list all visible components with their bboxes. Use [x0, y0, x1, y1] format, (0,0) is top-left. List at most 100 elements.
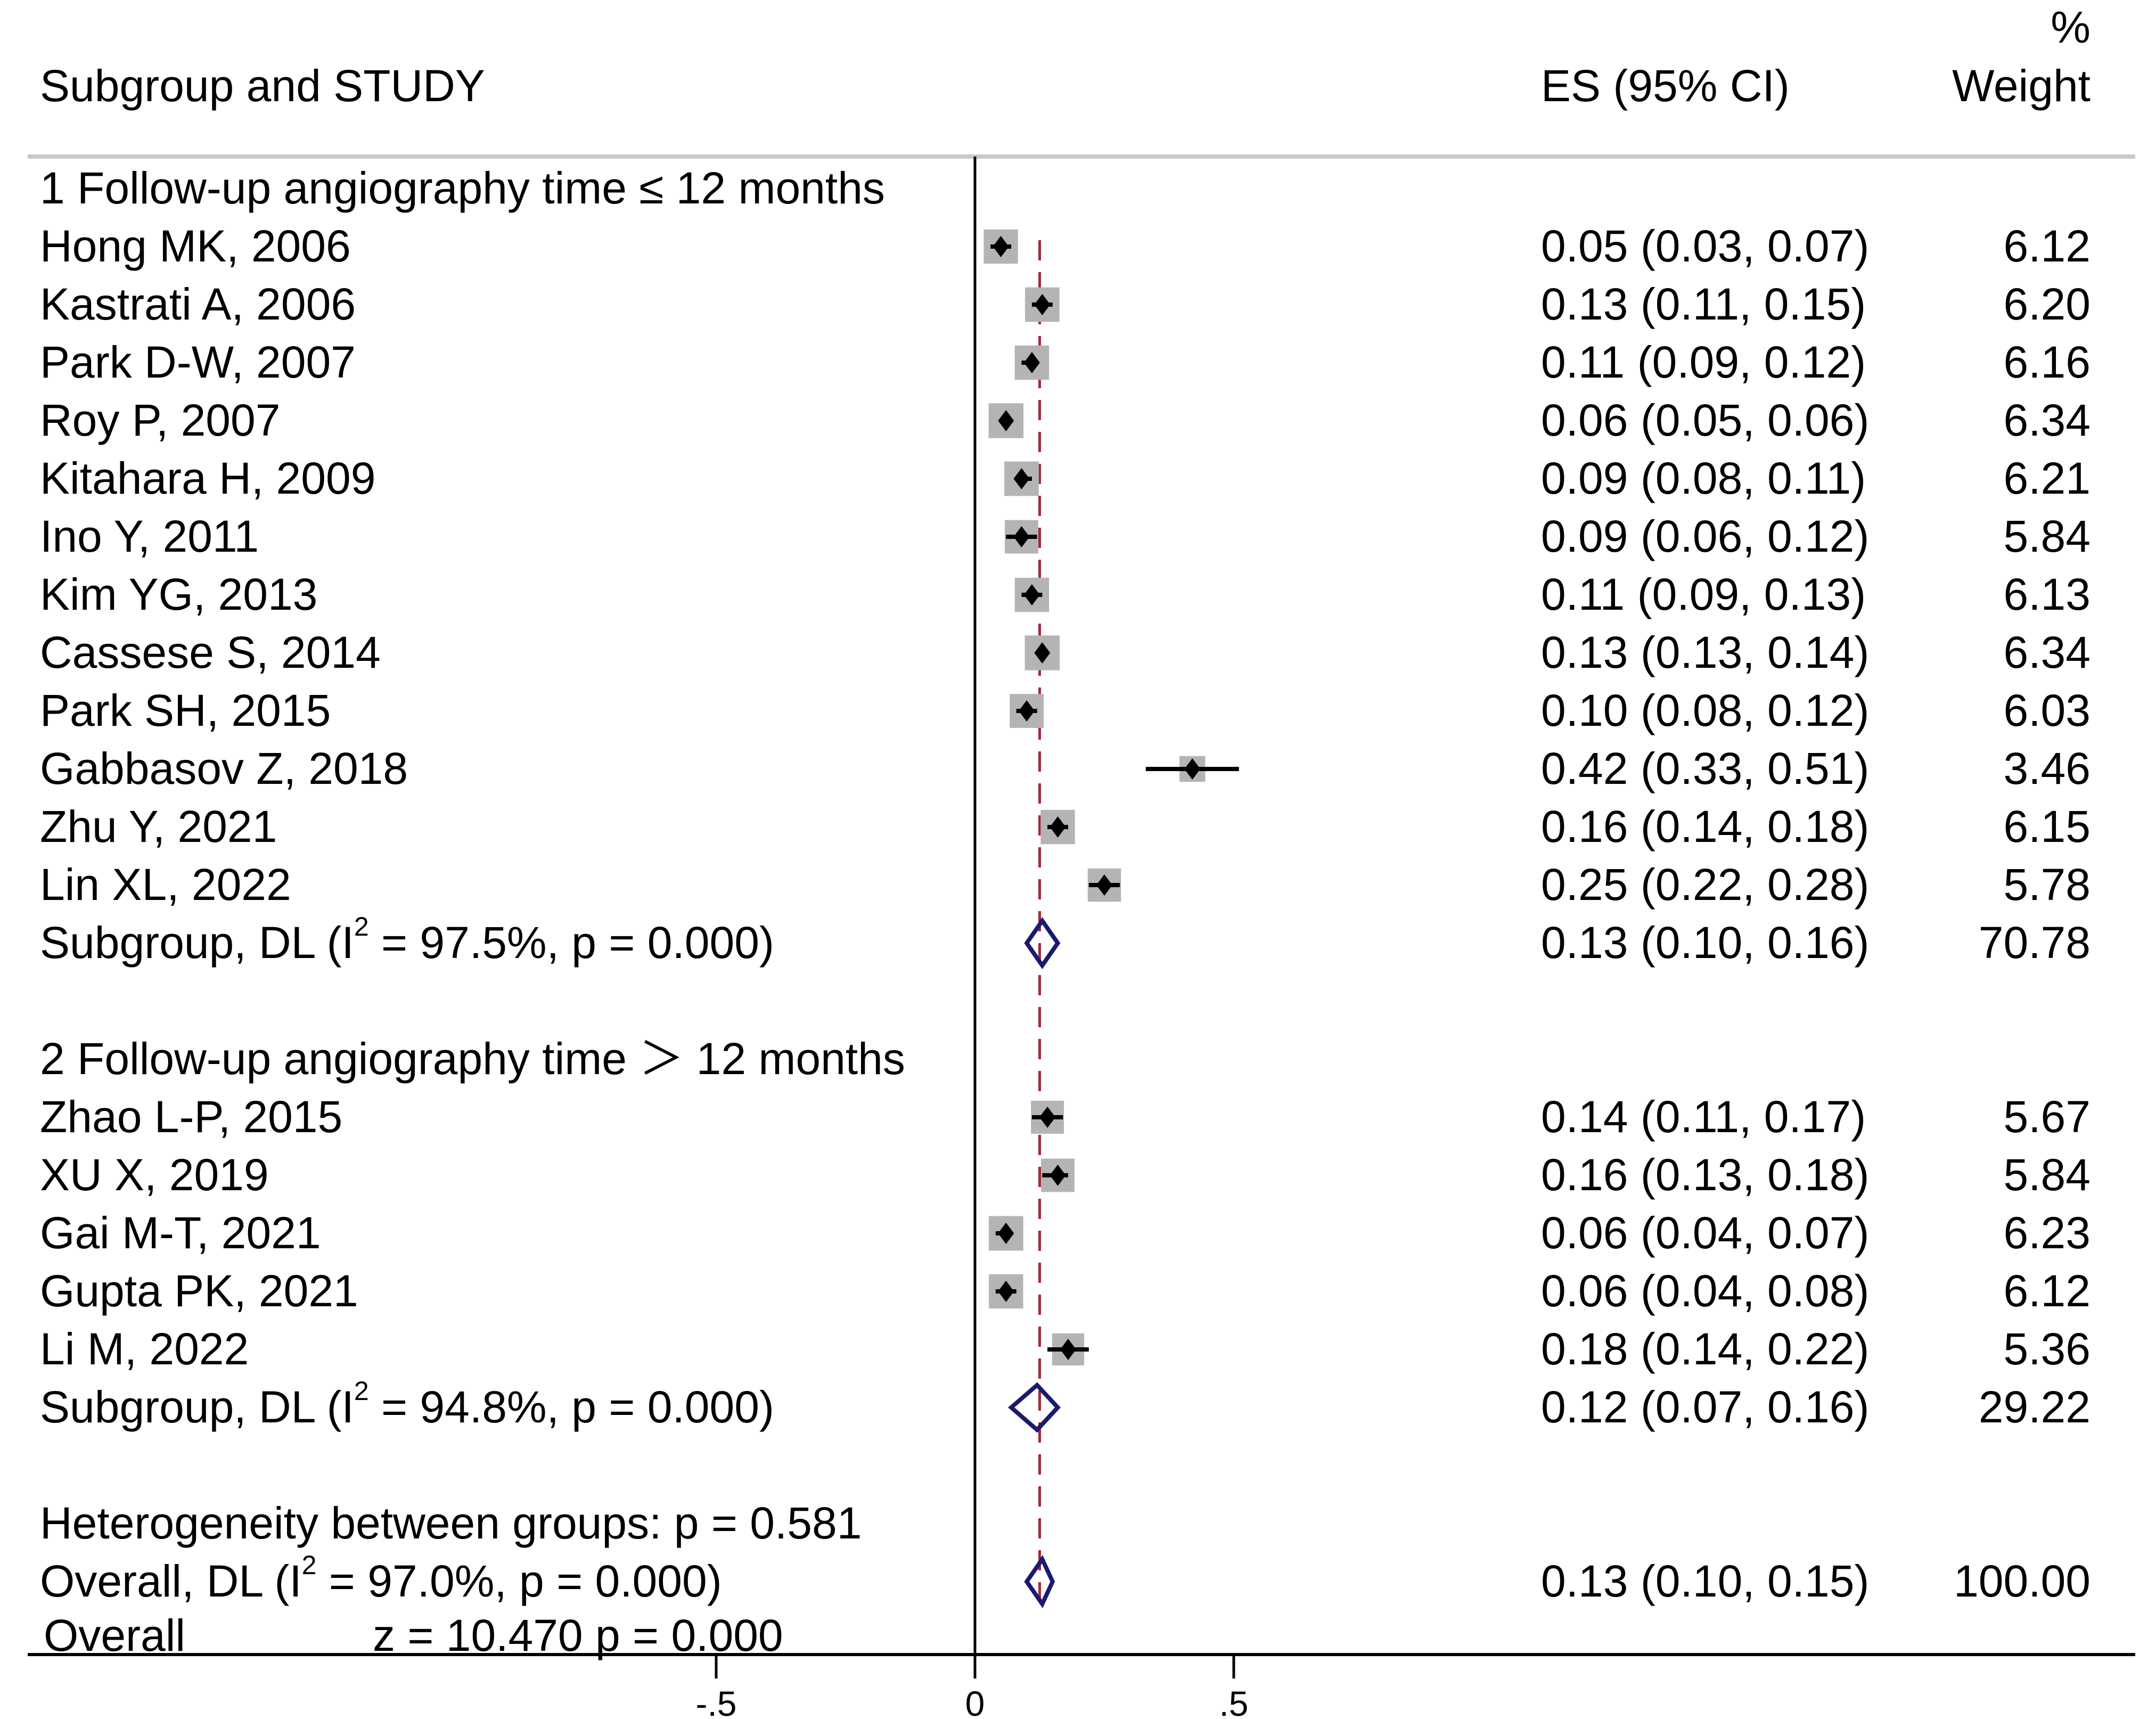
- study-weight: 6.34: [2004, 627, 2091, 677]
- study-weight: 5.67: [2004, 1092, 2091, 1142]
- subtotal-diamond: [1024, 916, 1061, 970]
- point-estimate: [998, 410, 1014, 431]
- study-weight: 6.12: [2004, 1266, 2091, 1316]
- study-label: Park D-W, 2007: [40, 337, 356, 387]
- point-estimate: [1050, 816, 1066, 838]
- study-label: XU X, 2019: [40, 1150, 269, 1200]
- point-estimate: [1019, 700, 1035, 722]
- study-weight: 6.13: [2004, 569, 2091, 619]
- study-marker: [1145, 756, 1239, 782]
- study-marker: [1024, 635, 1060, 670]
- point-estimate: [993, 236, 1009, 257]
- point-estimate: [1023, 352, 1040, 373]
- subgroup-summary-label: Subgroup, DL (I2 = 97.5%, p = 0.000): [40, 912, 774, 968]
- study-marker: [988, 1216, 1023, 1251]
- point-estimate: [1184, 758, 1201, 780]
- study-weight: 6.23: [2004, 1208, 2091, 1258]
- overall-weight: 100.00: [1954, 1556, 2091, 1606]
- header-es: ES (95% CI): [1541, 61, 1790, 111]
- study-marker: [1014, 345, 1050, 380]
- subgroup-title: 2 Follow-up angiography time ＞ 12 months: [40, 1034, 905, 1084]
- study-es-ci: 0.16 (0.13, 0.18): [1541, 1150, 1869, 1200]
- study-weight: 5.84: [2004, 511, 2091, 561]
- study-weight: 6.16: [2004, 337, 2091, 387]
- study-weight: 6.15: [2004, 801, 2091, 852]
- study-weight: 6.12: [2004, 221, 2091, 271]
- rows-layer: 1 Follow-up angiography time ≤ 12 months…: [40, 163, 2091, 1606]
- study-es-ci: 0.42 (0.33, 0.51): [1541, 743, 1869, 793]
- point-estimate: [1013, 468, 1030, 489]
- study-es-ci: 0.11 (0.09, 0.13): [1541, 569, 1866, 619]
- study-weight: 5.78: [2004, 860, 2091, 910]
- study-weight: 3.46: [2004, 743, 2091, 793]
- study-label: Cassese S, 2014: [40, 627, 381, 677]
- study-es-ci: 0.09 (0.06, 0.12): [1541, 511, 1869, 561]
- overall-test-stat: z = 10.470 p = 0.000: [373, 1610, 783, 1660]
- study-marker: [1087, 868, 1121, 902]
- study-marker: [1024, 287, 1060, 322]
- study-label: Li M, 2022: [40, 1324, 249, 1374]
- study-marker: [1004, 461, 1039, 496]
- point-estimate: [998, 1281, 1014, 1302]
- study-es-ci: 0.13 (0.11, 0.15): [1541, 279, 1866, 329]
- point-estimate: [1013, 526, 1030, 547]
- study-marker: [983, 229, 1018, 264]
- study-label: Park SH, 2015: [40, 685, 331, 735]
- study-label: Lin XL, 2022: [40, 860, 291, 910]
- study-es-ci: 0.16 (0.14, 0.18): [1541, 801, 1869, 852]
- study-es-ci: 0.06 (0.04, 0.07): [1541, 1208, 1869, 1258]
- study-es-ci: 0.10 (0.08, 0.12): [1541, 685, 1869, 735]
- heterogeneity-note: Heterogeneity between groups: p = 0.581: [40, 1498, 862, 1548]
- study-es-ci: 0.11 (0.09, 0.12): [1541, 337, 1866, 387]
- subtotal-es-ci: 0.12 (0.07, 0.16): [1541, 1382, 1869, 1432]
- study-es-ci: 0.05 (0.03, 0.07): [1541, 221, 1869, 271]
- study-label: Gai M-T, 2021: [40, 1208, 321, 1258]
- study-marker: [1047, 1333, 1089, 1366]
- study-es-ci: 0.18 (0.14, 0.22): [1541, 1324, 1869, 1374]
- study-label: Hong MK, 2006: [40, 221, 351, 271]
- study-weight: 6.21: [2004, 453, 2091, 503]
- point-estimate: [1034, 294, 1051, 315]
- subtotal-es-ci: 0.13 (0.10, 0.16): [1541, 918, 1869, 968]
- subgroup-title: 1 Follow-up angiography time ≤ 12 months: [40, 163, 885, 213]
- x-axis: -.5 0 .5: [28, 157, 2135, 1719]
- header-study: Subgroup and STUDY: [40, 61, 485, 111]
- study-label: Kim YG, 2013: [40, 569, 317, 619]
- point-estimate: [1023, 584, 1040, 605]
- study-label: Kastrati A, 2006: [40, 279, 356, 329]
- study-label: Ino Y, 2011: [40, 511, 259, 561]
- study-label: Kitahara H, 2009: [40, 453, 375, 503]
- study-marker: [989, 1274, 1023, 1309]
- study-weight: 5.84: [2004, 1150, 2091, 1200]
- point-estimate: [1039, 1107, 1056, 1128]
- study-marker: [1031, 1101, 1064, 1134]
- point-estimate: [1060, 1339, 1076, 1360]
- study-label: Gabbasov Z, 2018: [40, 743, 408, 793]
- subtotal-weight: 70.78: [1979, 918, 2091, 968]
- point-estimate: [1096, 874, 1112, 896]
- header-weight-percent: %: [2051, 2, 2091, 52]
- subtotal-weight: 29.22: [1979, 1382, 2091, 1432]
- study-label: Roy P, 2007: [40, 395, 280, 445]
- study-label: Gupta PK, 2021: [40, 1266, 358, 1316]
- study-marker: [1005, 520, 1038, 554]
- study-marker: [1014, 577, 1050, 612]
- study-marker: [1041, 1158, 1075, 1192]
- study-weight: 5.36: [2004, 1324, 2091, 1374]
- x-tick-label: .5: [1219, 1684, 1248, 1719]
- point-estimate: [1034, 642, 1051, 664]
- study-weight: 6.03: [2004, 685, 2091, 735]
- x-tick-label: -.5: [695, 1684, 736, 1719]
- subgroup-summary-label: Subgroup, DL (I2 = 94.8%, p = 0.000): [40, 1376, 774, 1432]
- study-label: Zhao L-P, 2015: [40, 1092, 342, 1142]
- x-tick-label: 0: [965, 1684, 985, 1719]
- study-es-ci: 0.09 (0.08, 0.11): [1541, 453, 1866, 503]
- marks-layer: [983, 229, 1239, 1612]
- study-marker: [1010, 694, 1044, 728]
- study-marker: [988, 403, 1024, 438]
- overall-test-label: Overall: [44, 1610, 185, 1660]
- point-estimate: [1050, 1165, 1066, 1186]
- study-marker: [1040, 809, 1075, 845]
- header-weight: Weight: [1952, 61, 2091, 111]
